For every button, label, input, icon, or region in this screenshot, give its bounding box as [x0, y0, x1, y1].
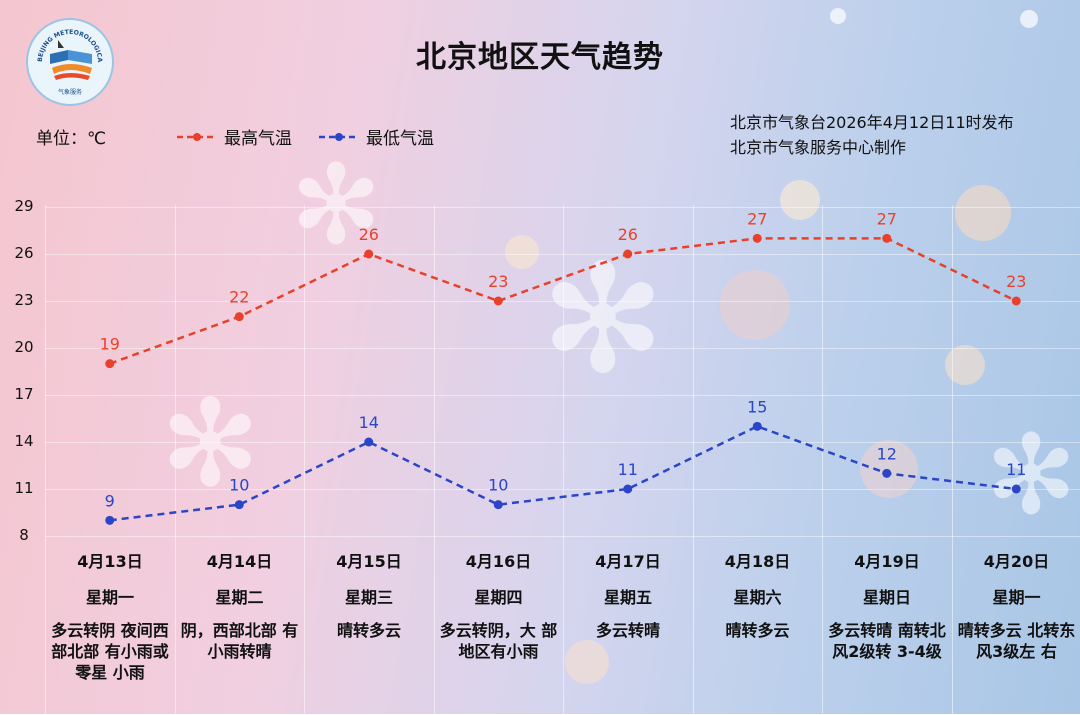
- point-high: [105, 359, 114, 368]
- point-high: [235, 312, 244, 321]
- x-tick-date: 4月15日: [304, 548, 434, 572]
- data-label-low: 12: [877, 444, 897, 463]
- x-tick-weekday: 星期二: [175, 584, 305, 608]
- x-tick-date: 4月19日: [822, 548, 952, 572]
- x-tick-date: 4月20日: [952, 548, 1080, 572]
- point-low: [494, 500, 503, 509]
- data-label-high: 26: [618, 225, 638, 244]
- point-high: [1012, 297, 1021, 306]
- series-line-low: [110, 426, 1017, 520]
- weather-condition: 多云转阴，大 部地区有小雨: [434, 620, 564, 662]
- x-tick-date: 4月18日: [693, 548, 823, 572]
- data-label-low: 11: [1006, 460, 1026, 479]
- x-tick-weekday: 星期日: [822, 584, 952, 608]
- weather-condition: 多云转阴 夜间西部北部 有小雨或零星 小雨: [45, 620, 175, 683]
- weather-condition: 晴转多云 北转东风3级左 右: [952, 620, 1080, 662]
- x-tick-weekday: 星期四: [434, 584, 564, 608]
- point-low: [364, 438, 373, 447]
- weather-condition: 多云转晴 南转北风2级转 3-4级: [822, 620, 952, 662]
- data-label-high: 26: [359, 225, 379, 244]
- x-tick-weekday: 星期三: [304, 584, 434, 608]
- x-tick-date: 4月16日: [434, 548, 564, 572]
- point-low: [623, 485, 632, 494]
- point-low: [882, 469, 891, 478]
- data-label-high: 19: [100, 335, 120, 354]
- data-label-low: 14: [359, 413, 379, 432]
- data-label-high: 23: [488, 272, 508, 291]
- data-label-high: 27: [747, 209, 767, 228]
- weather-condition: 阴，西部北部 有小雨转晴: [175, 620, 305, 662]
- x-tick-weekday: 星期一: [45, 584, 175, 608]
- data-label-high: 22: [229, 288, 249, 307]
- x-tick-weekday: 星期一: [952, 584, 1080, 608]
- data-label-high: 27: [877, 209, 897, 228]
- data-label-low: 10: [229, 476, 249, 495]
- x-tick-date: 4月17日: [563, 548, 693, 572]
- weather-condition: 多云转晴: [563, 620, 693, 641]
- data-label-low: 11: [618, 460, 638, 479]
- point-high: [623, 250, 632, 259]
- x-tick-date: 4月14日: [175, 548, 305, 572]
- point-high: [753, 234, 762, 243]
- point-low: [753, 422, 762, 431]
- point-high: [364, 250, 373, 259]
- point-high: [494, 297, 503, 306]
- data-label-low: 15: [747, 397, 767, 416]
- x-tick-weekday: 星期五: [563, 584, 693, 608]
- weather-condition: 晴转多云: [304, 620, 434, 641]
- x-tick-weekday: 星期六: [693, 584, 823, 608]
- data-label-high: 23: [1006, 272, 1026, 291]
- point-high: [882, 234, 891, 243]
- data-label-low: 10: [488, 476, 508, 495]
- weather-condition: 晴转多云: [693, 620, 823, 641]
- data-label-low: 9: [105, 491, 115, 510]
- point-low: [235, 500, 244, 509]
- x-tick-date: 4月13日: [45, 548, 175, 572]
- point-low: [1012, 485, 1021, 494]
- point-low: [105, 516, 114, 525]
